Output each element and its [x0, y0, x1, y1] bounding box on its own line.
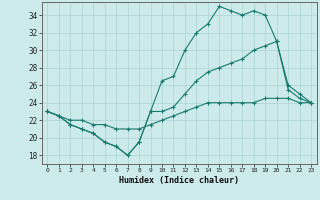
X-axis label: Humidex (Indice chaleur): Humidex (Indice chaleur): [119, 176, 239, 185]
